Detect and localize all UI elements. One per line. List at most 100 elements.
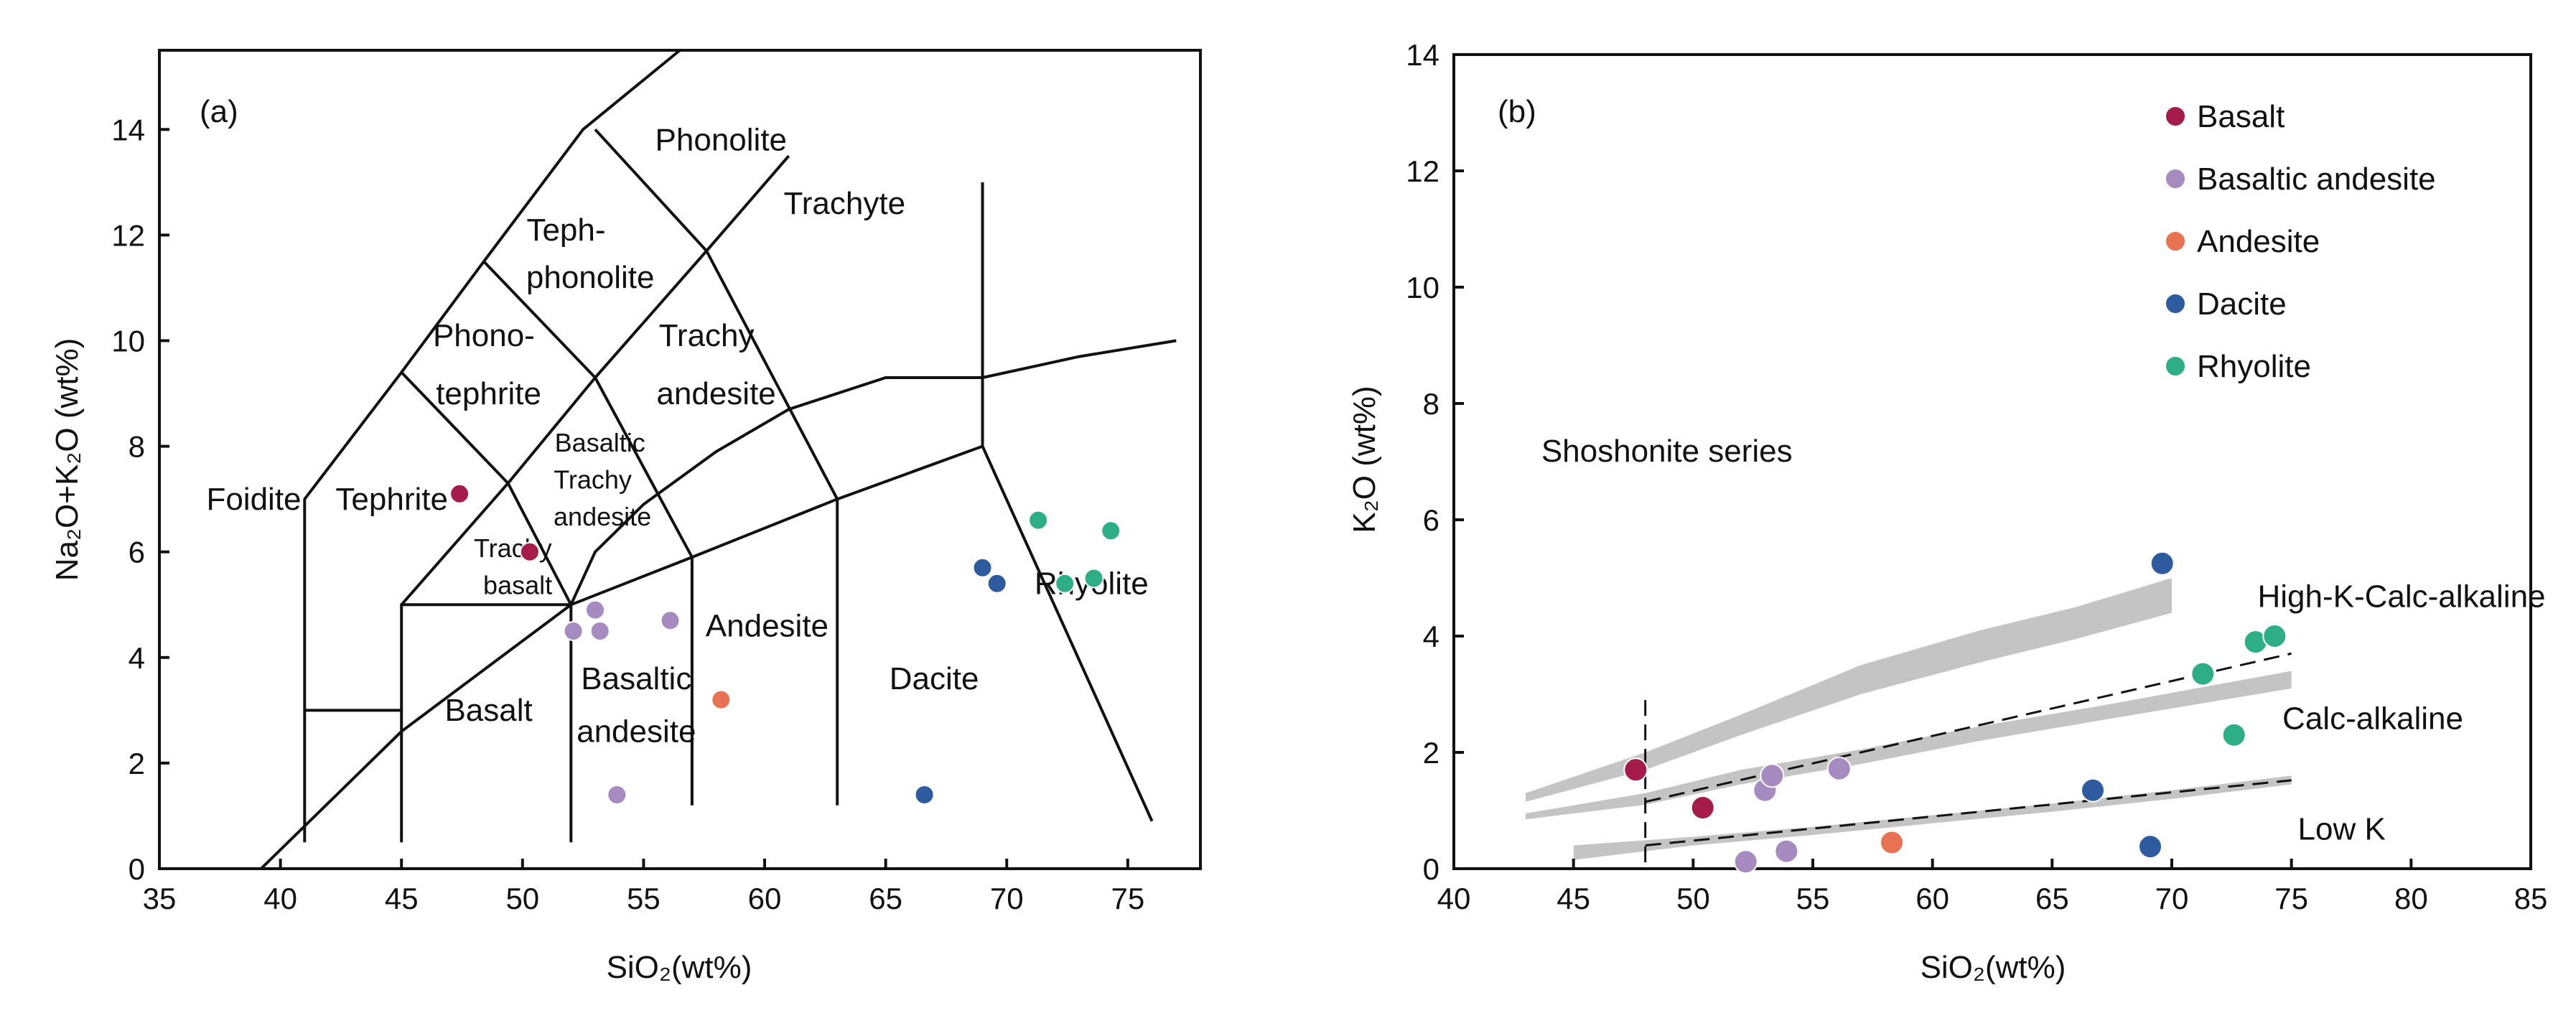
trend-band-3 bbox=[1573, 775, 2292, 860]
chart-a-y-tick-label: 2 bbox=[129, 747, 145, 780]
field-label-phonolite: Phonolite bbox=[655, 123, 787, 158]
series-label-lowk: Low K bbox=[2298, 812, 2386, 847]
tas-boundary-line-11 bbox=[705, 250, 839, 806]
chart-a-y-axis-label: Na₂O+K₂O (wt%) bbox=[50, 338, 85, 582]
point-a-basaltic-andesite bbox=[660, 610, 681, 631]
field-label-trachyand_a: Trachy bbox=[659, 318, 755, 353]
point-b-rhyolite bbox=[2262, 624, 2287, 648]
chart-a-x-tick-label: 65 bbox=[869, 882, 902, 915]
chart-b-axis-ticks: 40 45 50 55 60 65 70 75 80 85 0 2 4 6 8 10 12 14 bbox=[1406, 38, 2547, 915]
chart-a-x-axis-label: SiO₂(wt%) bbox=[607, 950, 752, 985]
legend-label-andesite: Andesite bbox=[2197, 224, 2320, 259]
chart-a-plot-frame bbox=[158, 49, 1202, 870]
point-a-rhyolite bbox=[1083, 568, 1104, 589]
series-label-highk: High-K-Calc-alkaline bbox=[2257, 579, 2545, 615]
chart-a-x-tick-label: 50 bbox=[505, 882, 539, 915]
point-a-andesite bbox=[711, 689, 732, 710]
tas-boundary-line-8 bbox=[482, 260, 597, 379]
legend-label-basaltic-andesite: Basaltic andesite bbox=[2197, 162, 2436, 197]
point-a-rhyolite bbox=[1028, 510, 1049, 531]
field-label-foidite: Foidite bbox=[206, 482, 301, 517]
point-a-dacite bbox=[972, 557, 993, 578]
tas-boundary-line-6 bbox=[507, 154, 790, 485]
chart-b-x-tick-label: 70 bbox=[2155, 882, 2189, 915]
trend-band-1 bbox=[1526, 578, 2172, 802]
chart-b-y-tick-label: 4 bbox=[1423, 620, 1439, 653]
point-b-basalt bbox=[1690, 795, 1715, 820]
chart-a-y-tick-label: 4 bbox=[129, 641, 145, 675]
point-b-basaltic-andesite bbox=[1760, 763, 1785, 788]
point-a-basaltic-andesite bbox=[589, 621, 610, 641]
chart-a-field-labels: Foidite TephritePhonoliteTeph-phonoliteTr… bbox=[206, 123, 1148, 750]
field-label-phono_a: Phono- bbox=[433, 318, 535, 353]
chart-b-y-tick-label: 0 bbox=[1423, 852, 1439, 886]
chart-a-field-boundaries bbox=[260, 49, 1177, 870]
dashed-boundary-2 bbox=[1645, 652, 2292, 803]
point-b-dacite bbox=[2150, 551, 2175, 576]
chart-a-x-tick-label: 40 bbox=[263, 882, 297, 915]
field-label-teph_b: phonolite bbox=[526, 260, 655, 295]
chart-b-x-tick-label: 50 bbox=[1676, 882, 1710, 915]
chart-b-x-tick-label: 40 bbox=[1437, 882, 1471, 915]
field-label-bta_b: Trachy bbox=[554, 465, 632, 495]
chart-b-series-labels: Shoshonite series High-K-Calc-alkaline Cal… bbox=[1541, 434, 2546, 847]
chart-a-panel-label: (a) bbox=[200, 94, 238, 129]
chart-b-data-points bbox=[1623, 551, 2287, 874]
tas-boundary-line-4 bbox=[400, 603, 573, 843]
tas-boundary-line-9 bbox=[594, 128, 708, 252]
point-b-basaltic-andesite bbox=[1774, 839, 1799, 864]
field-label-tb_a: Trachy bbox=[474, 533, 552, 563]
point-a-basalt bbox=[519, 541, 540, 562]
chart-a-axis-ticks: 35 40 45 50 55 60 65 70 75 0 2 4 6 8 10 12 14 bbox=[111, 113, 1144, 915]
chart-a-x-tick-label: 75 bbox=[1111, 882, 1144, 915]
chart-a-y-tick-label: 8 bbox=[129, 430, 145, 464]
point-b-rhyolite bbox=[2221, 722, 2246, 747]
point-b-basalt bbox=[1623, 757, 1648, 783]
chart-b-panel-label: (b) bbox=[1498, 94, 1536, 129]
series-label-shoshonite: Shoshonite series bbox=[1541, 434, 1793, 469]
chart-b-x-tick-label: 65 bbox=[2035, 882, 2069, 915]
field-label-dacite: Dacite bbox=[890, 661, 979, 696]
chart-a-x-tick-label: 60 bbox=[748, 882, 782, 915]
chart-b-y-axis-label: K₂O (wt%) bbox=[1347, 386, 1382, 533]
point-a-dacite bbox=[986, 573, 1007, 594]
field-label-andesite: Andesite bbox=[706, 608, 829, 643]
field-label-trachyte: Trachyte bbox=[784, 186, 906, 221]
field-label-trachyand_b: andesite bbox=[656, 376, 775, 411]
legend-marker-basalt bbox=[2165, 106, 2186, 127]
tas-boundary-line-12 bbox=[981, 182, 1154, 822]
point-a-basaltic-andesite bbox=[585, 599, 605, 620]
point-b-basaltic-andesite bbox=[1826, 756, 1852, 781]
field-label-tb_b: basalt bbox=[483, 571, 552, 600]
tas-boundary-line-1 bbox=[260, 444, 984, 870]
point-a-dacite bbox=[914, 785, 935, 805]
field-label-bta_c: andesite bbox=[554, 502, 651, 531]
chart-b-x-tick-label: 45 bbox=[1557, 882, 1590, 915]
point-b-basaltic-andesite bbox=[1733, 849, 1758, 874]
chart-a-y-tick-label: 10 bbox=[111, 325, 145, 358]
chart-a-data-points bbox=[449, 483, 1121, 805]
tas-boundary-line-2 bbox=[303, 49, 681, 843]
legend-label-dacite: Dacite bbox=[2197, 286, 2287, 322]
legend-marker-basaltic-andesite bbox=[2165, 168, 2186, 190]
chart-b-y-tick-label: 14 bbox=[1406, 38, 1439, 72]
chart-b-x-tick-label: 80 bbox=[2394, 882, 2428, 915]
chart-b-x-tick-label: 60 bbox=[1915, 882, 1949, 915]
point-a-basalt bbox=[449, 483, 470, 504]
tas-boundary-line-10 bbox=[594, 377, 694, 806]
point-a-basaltic-andesite bbox=[563, 621, 584, 641]
point-b-dacite bbox=[2138, 834, 2162, 859]
tas-boundary-line-13 bbox=[569, 339, 1177, 606]
field-label-band_b: andesite bbox=[577, 714, 696, 750]
point-b-andesite bbox=[1880, 830, 1904, 855]
field-label-band_a: Basaltic bbox=[581, 661, 691, 696]
legend-label-basalt: Basalt bbox=[2197, 99, 2285, 134]
field-label-teph_a: Teph- bbox=[526, 213, 605, 248]
point-a-rhyolite bbox=[1101, 520, 1121, 541]
trend-band-2 bbox=[1526, 671, 2292, 820]
legend-label-rhyolite: Rhyolite bbox=[2197, 349, 2311, 384]
field-label-tephrite: Tephrite bbox=[335, 482, 448, 517]
field-label-basalt: Basalt bbox=[444, 693, 532, 728]
chart-b-x-axis-label: SiO₂(wt%) bbox=[1921, 950, 2066, 985]
